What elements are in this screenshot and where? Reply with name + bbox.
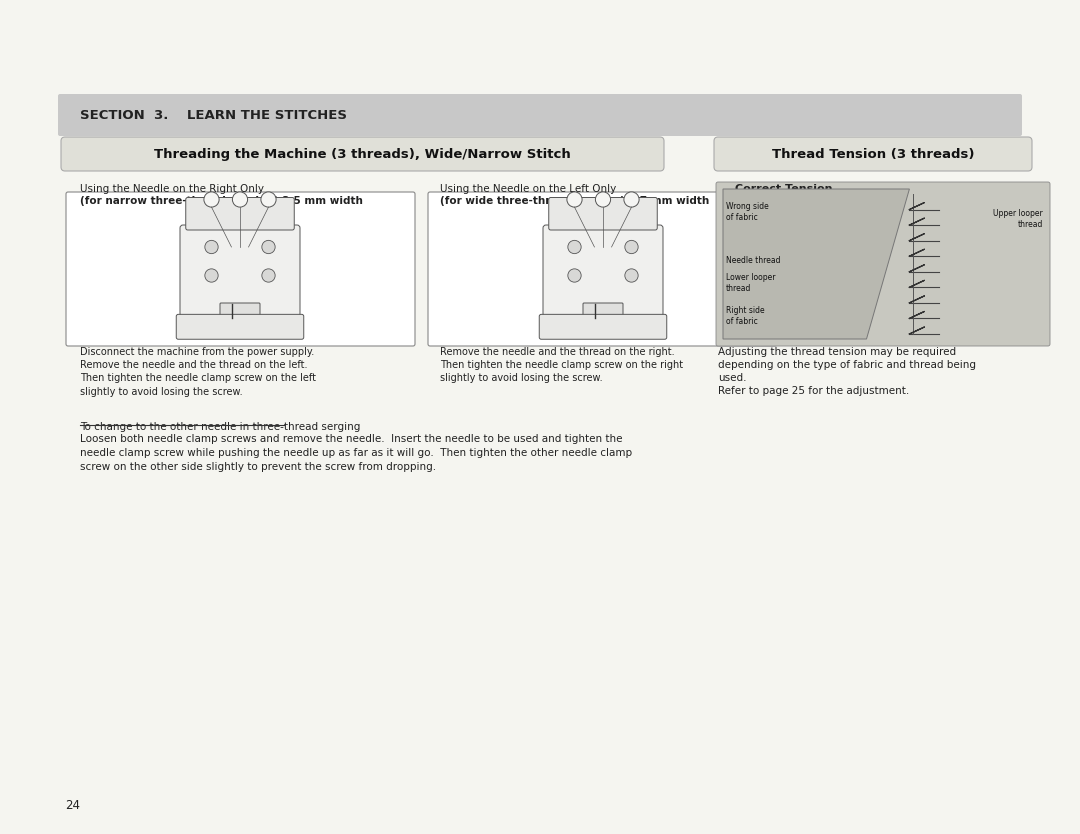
- FancyBboxPatch shape: [60, 137, 664, 171]
- Circle shape: [625, 269, 638, 282]
- Circle shape: [205, 240, 218, 254]
- Polygon shape: [723, 189, 909, 339]
- FancyBboxPatch shape: [539, 314, 666, 339]
- Text: Remove the needle and the thread on the right.
Then tighten the needle clamp scr: Remove the needle and the thread on the …: [440, 347, 684, 384]
- FancyBboxPatch shape: [220, 303, 260, 319]
- Text: Lower looper
thread: Lower looper thread: [726, 274, 775, 294]
- Text: (for narrow three-thread serging) 3.5 mm width: (for narrow three-thread serging) 3.5 mm…: [80, 196, 363, 206]
- Circle shape: [625, 240, 638, 254]
- Text: Upper looper
thread: Upper looper thread: [994, 209, 1043, 229]
- FancyBboxPatch shape: [549, 198, 658, 230]
- Circle shape: [261, 192, 276, 207]
- FancyBboxPatch shape: [714, 137, 1032, 171]
- Circle shape: [568, 269, 581, 282]
- Circle shape: [261, 269, 275, 282]
- Text: Loosen both needle clamp screws and remove the needle.  Insert the needle to be : Loosen both needle clamp screws and remo…: [80, 434, 632, 472]
- Text: Using the Needle on the Left Only: Using the Needle on the Left Only: [440, 184, 617, 194]
- Circle shape: [204, 192, 219, 207]
- Circle shape: [568, 240, 581, 254]
- Text: Threading the Machine (3 threads), Wide/Narrow Stitch: Threading the Machine (3 threads), Wide/…: [154, 148, 571, 160]
- Text: Disconnect the machine from the power supply.
Remove the needle and the thread o: Disconnect the machine from the power su…: [80, 347, 316, 397]
- Circle shape: [232, 192, 247, 207]
- Circle shape: [261, 240, 275, 254]
- Text: Refer to page 25 for the adjustment.: Refer to page 25 for the adjustment.: [718, 386, 909, 396]
- FancyBboxPatch shape: [176, 314, 303, 339]
- FancyBboxPatch shape: [66, 192, 415, 346]
- Circle shape: [595, 192, 610, 207]
- Text: To change to the other needle in three-thread serging: To change to the other needle in three-t…: [80, 422, 361, 432]
- FancyBboxPatch shape: [543, 225, 663, 316]
- FancyBboxPatch shape: [186, 198, 294, 230]
- Text: Needle thread: Needle thread: [726, 256, 781, 265]
- Text: Thread Tension (3 threads): Thread Tension (3 threads): [772, 148, 974, 160]
- Text: Correct Tension: Correct Tension: [735, 184, 833, 194]
- FancyBboxPatch shape: [583, 303, 623, 319]
- Text: Right side
of fabric: Right side of fabric: [726, 306, 765, 326]
- Circle shape: [567, 192, 582, 207]
- Circle shape: [624, 192, 639, 207]
- Text: SECTION  3.    LEARN THE STITCHES: SECTION 3. LEARN THE STITCHES: [80, 108, 347, 122]
- Text: 24: 24: [65, 799, 80, 812]
- FancyBboxPatch shape: [716, 182, 1050, 346]
- Text: Wrong side
of fabric: Wrong side of fabric: [726, 202, 769, 222]
- Text: (for wide three-thread serging) 5.7 mm width: (for wide three-thread serging) 5.7 mm w…: [440, 196, 710, 206]
- Text: Adjusting the thread tension may be required
depending on the type of fabric and: Adjusting the thread tension may be requ…: [718, 347, 976, 384]
- Circle shape: [205, 269, 218, 282]
- FancyBboxPatch shape: [428, 192, 777, 346]
- Text: Using the Needle on the Right Only: Using the Needle on the Right Only: [80, 184, 264, 194]
- FancyBboxPatch shape: [180, 225, 300, 316]
- FancyBboxPatch shape: [58, 94, 1022, 136]
